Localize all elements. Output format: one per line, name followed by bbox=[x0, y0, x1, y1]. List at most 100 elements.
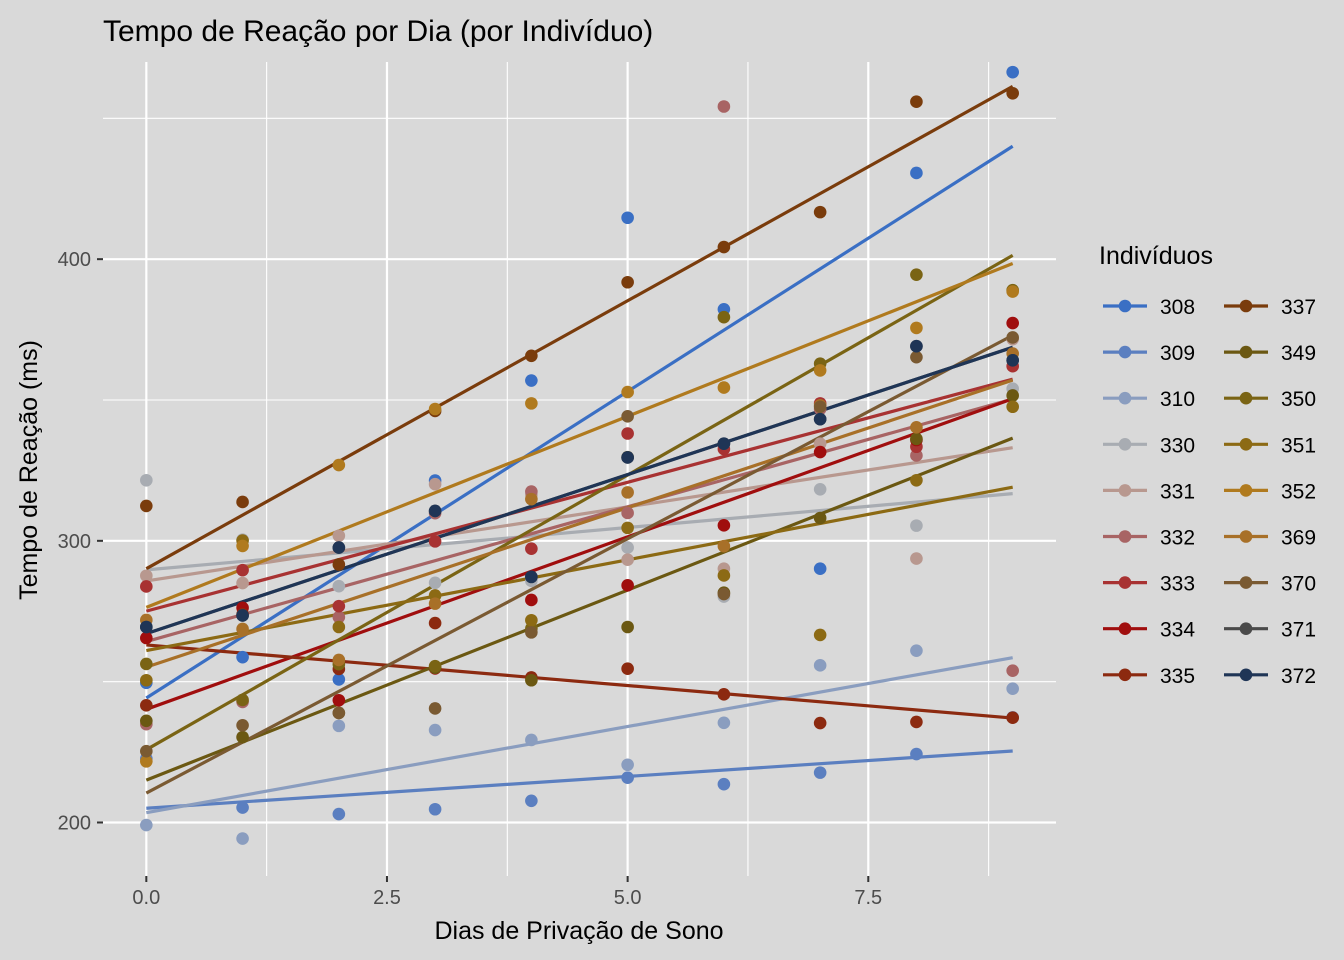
data-point-337 bbox=[1006, 86, 1019, 100]
legend-label-310: 310 bbox=[1160, 388, 1195, 411]
legend-label-334: 334 bbox=[1160, 619, 1195, 642]
data-point-369 bbox=[525, 492, 538, 506]
legend-key-point-337 bbox=[1239, 299, 1253, 313]
regression-line-333 bbox=[145, 377, 1014, 613]
data-point-310 bbox=[525, 733, 538, 747]
data-point-370 bbox=[813, 400, 827, 414]
legend-key-point-308 bbox=[1118, 299, 1132, 313]
data-point-352 bbox=[332, 458, 346, 472]
data-point-370 bbox=[621, 410, 634, 423]
data-point-372 bbox=[332, 541, 346, 554]
data-point-310 bbox=[332, 719, 346, 733]
data-point-334 bbox=[1006, 316, 1019, 330]
regression-lines bbox=[145, 84, 1014, 815]
data-point-308 bbox=[525, 374, 538, 387]
data-point-352 bbox=[140, 755, 153, 768]
data-point-331 bbox=[621, 553, 634, 566]
legend: 308 309 310 330 331 332 333 334 335 337 349 350 351 3… bbox=[1103, 296, 1316, 688]
data-points bbox=[140, 65, 1019, 845]
data-point-332 bbox=[332, 610, 346, 624]
legend-key-point-309 bbox=[1118, 345, 1132, 359]
data-point-330 bbox=[140, 473, 153, 487]
legend-label-352: 352 bbox=[1281, 480, 1316, 503]
data-point-369 bbox=[332, 653, 346, 667]
data-point-369 bbox=[910, 421, 923, 434]
data-point-369 bbox=[621, 486, 634, 499]
regression-line-309 bbox=[146, 749, 1013, 810]
x-tick-label: 2.5 bbox=[373, 887, 401, 909]
data-point-372 bbox=[910, 339, 923, 353]
legend-key-point-349 bbox=[1239, 345, 1253, 359]
regression-line-351 bbox=[146, 485, 1013, 653]
data-point-309 bbox=[813, 766, 827, 779]
data-point-350 bbox=[140, 657, 153, 671]
x-tick-label: 7.5 bbox=[854, 887, 882, 909]
data-point-309 bbox=[236, 801, 249, 814]
data-point-370 bbox=[428, 702, 442, 715]
data-point-337 bbox=[910, 95, 923, 109]
data-point-309 bbox=[428, 802, 442, 816]
legend-label-371: 371 bbox=[1281, 619, 1316, 642]
legend-label-372: 372 bbox=[1281, 665, 1316, 688]
data-point-309 bbox=[525, 794, 538, 808]
legend-label-370: 370 bbox=[1281, 573, 1316, 596]
data-point-308 bbox=[236, 650, 249, 664]
legend-key-point-332 bbox=[1118, 530, 1132, 543]
legend-key-point-333 bbox=[1118, 576, 1132, 589]
data-point-308 bbox=[813, 562, 827, 576]
legend-label-309: 309 bbox=[1160, 342, 1195, 365]
legend-key-point-372 bbox=[1239, 668, 1253, 682]
data-point-335 bbox=[1006, 711, 1019, 725]
legend-key-point-331 bbox=[1118, 484, 1132, 497]
data-point-334 bbox=[621, 579, 634, 592]
legend-label-332: 332 bbox=[1160, 527, 1195, 550]
legend-label-335: 335 bbox=[1160, 665, 1195, 688]
legend-label-308: 308 bbox=[1160, 296, 1195, 319]
data-point-331 bbox=[332, 529, 346, 543]
data-point-333 bbox=[428, 535, 442, 548]
data-point-352 bbox=[813, 364, 827, 377]
data-point-331 bbox=[910, 552, 923, 565]
regression-line-352 bbox=[145, 262, 1014, 609]
data-point-332 bbox=[621, 506, 634, 520]
data-point-350 bbox=[236, 693, 249, 707]
data-point-333 bbox=[525, 542, 538, 556]
data-point-333 bbox=[621, 427, 634, 440]
data-point-310 bbox=[140, 818, 153, 832]
data-point-334 bbox=[717, 519, 731, 532]
data-point-337 bbox=[621, 275, 634, 289]
y-axis-ticks: 200 300 400 bbox=[58, 249, 103, 834]
data-point-337 bbox=[332, 558, 346, 571]
legend-key-point-310 bbox=[1118, 391, 1132, 405]
data-point-370 bbox=[525, 626, 538, 639]
data-point-330 bbox=[332, 579, 346, 593]
data-point-335 bbox=[621, 662, 634, 675]
data-point-335 bbox=[717, 688, 731, 701]
data-point-352 bbox=[428, 402, 442, 416]
legend-label-349: 349 bbox=[1281, 342, 1316, 365]
data-point-334 bbox=[332, 693, 346, 707]
data-point-372 bbox=[1006, 353, 1019, 367]
data-point-309 bbox=[910, 747, 923, 761]
data-point-333 bbox=[236, 563, 249, 577]
regression-line-335 bbox=[146, 643, 1013, 720]
data-point-351 bbox=[525, 613, 538, 627]
data-point-370 bbox=[910, 350, 923, 364]
data-point-370 bbox=[332, 706, 346, 720]
data-point-337 bbox=[525, 349, 538, 363]
x-axis-ticks: 0.0 2.5 5.0 7.5 bbox=[132, 876, 882, 909]
data-point-308 bbox=[910, 166, 923, 180]
data-point-370 bbox=[717, 587, 731, 601]
data-point-372 bbox=[236, 609, 249, 622]
data-point-349 bbox=[813, 511, 827, 525]
legend-key-point-370 bbox=[1239, 576, 1253, 589]
data-point-334 bbox=[525, 593, 538, 607]
data-point-372 bbox=[428, 504, 442, 518]
data-point-310 bbox=[236, 832, 249, 845]
data-point-330 bbox=[621, 541, 634, 554]
legend-key-point-352 bbox=[1239, 484, 1253, 497]
data-point-350 bbox=[428, 659, 442, 673]
data-point-372 bbox=[525, 570, 538, 584]
legend-key-point-371 bbox=[1239, 622, 1253, 635]
legend-title: Indivíduos bbox=[1099, 242, 1213, 270]
